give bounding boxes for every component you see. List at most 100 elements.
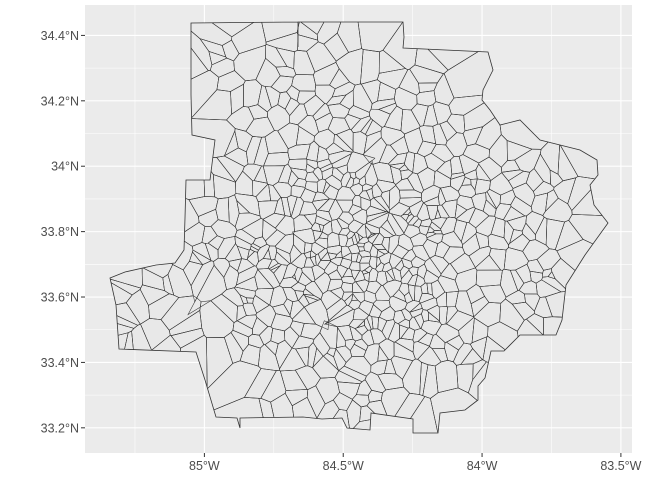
tract-boundary (303, 213, 317, 227)
y-tick-label: 33.4°N (41, 356, 79, 370)
tract-boundary (475, 231, 490, 249)
tract-boundary (458, 154, 480, 175)
tract-boundary (216, 70, 246, 92)
tract-boundary (365, 280, 382, 295)
tract-boundary (347, 243, 361, 255)
tract-boundary (321, 166, 334, 180)
x-tick-label: 83.5°W (600, 459, 641, 473)
tract-boundary (275, 66, 297, 78)
tract-boundary (422, 238, 439, 259)
tract-boundary (345, 176, 355, 189)
tract-boundary (533, 153, 551, 185)
tract-boundary (369, 328, 387, 345)
tract-boundary (301, 266, 316, 282)
tract-boundary (349, 325, 363, 342)
tract-boundary (482, 199, 497, 217)
tract-boundary (402, 358, 422, 395)
tract-boundary (257, 243, 271, 263)
tract-boundary (208, 50, 228, 66)
y-tick-label: 34.2°N (41, 94, 79, 108)
tract-boundary (354, 22, 419, 53)
tract-boundary (311, 242, 326, 255)
tract-boundary (403, 224, 421, 239)
tract-boundary (336, 326, 346, 349)
tract-boundary (129, 334, 181, 433)
tract-boundary (396, 396, 445, 433)
tract-boundary (515, 263, 532, 284)
tract-boundary (221, 287, 244, 307)
tract-boundary (231, 22, 267, 55)
tract-boundary (253, 165, 268, 184)
tract-boundary (355, 252, 363, 264)
tract-boundary (148, 293, 180, 320)
tract-boundary (274, 251, 291, 266)
tract-boundary (366, 211, 390, 223)
tract-boundary (248, 333, 265, 349)
tract-boundary (506, 215, 527, 232)
y-tick-label: 33.2°N (41, 421, 79, 435)
tract-boundary (233, 44, 266, 82)
tract-boundary (486, 188, 501, 210)
tract-boundary (433, 170, 451, 189)
tract-boundary (509, 269, 525, 291)
tract-boundary (458, 317, 475, 345)
tract-boundary (217, 236, 236, 259)
tract-boundary (236, 265, 258, 286)
tract-boundary (216, 155, 245, 183)
tract-boundary (456, 363, 474, 394)
tract-boundary (529, 270, 543, 284)
tract-boundary (362, 137, 387, 165)
tract-boundary (303, 94, 326, 117)
tract-boundary (388, 234, 400, 254)
tract-boundary (384, 358, 397, 375)
tract-boundary (331, 167, 344, 182)
tract-boundary (350, 269, 361, 281)
region-layer (109, 21, 609, 434)
tract-boundary (382, 279, 403, 298)
tract-boundary (455, 206, 476, 223)
tract-boundary (289, 320, 305, 337)
tract-boundary (425, 231, 437, 239)
tract-boundary (296, 22, 319, 41)
tract-boundary (264, 86, 281, 109)
tract-boundary (317, 198, 336, 213)
tract-boundary (462, 233, 481, 257)
tract-boundary (190, 260, 215, 303)
tract-boundary (370, 232, 376, 235)
y-tick-label: 34.4°N (41, 29, 79, 43)
tract-boundary (236, 314, 258, 330)
tract-boundary (333, 348, 347, 372)
tract-boundary (501, 159, 521, 173)
tract-boundary (327, 252, 338, 261)
tract-boundary (274, 215, 295, 236)
tract-boundary (387, 152, 408, 166)
x-tick-label: 85°W (189, 459, 220, 473)
tract-boundary (441, 231, 463, 248)
region-outline (109, 21, 609, 434)
tract-boundary (364, 222, 380, 234)
tract-boundary (358, 190, 371, 201)
tract-boundary (402, 207, 411, 216)
tract-boundary (131, 323, 152, 405)
tract-boundary (338, 234, 349, 247)
tract-boundary (335, 186, 356, 201)
tract-boundary (289, 300, 305, 320)
x-tick-label: 84°W (467, 459, 498, 473)
tract-boundary (342, 252, 353, 261)
tract-boundary (199, 300, 235, 338)
tract-boundary (545, 189, 559, 212)
tract-boundary (329, 287, 345, 300)
tract-boundary (303, 298, 329, 331)
tract-boundary (399, 189, 422, 199)
tract-boundary (444, 341, 459, 363)
tract-boundary (315, 377, 340, 405)
tract-boundary (322, 181, 331, 194)
tract-boundary (287, 158, 308, 171)
tract-boundary (437, 275, 460, 293)
tract-boundary (249, 245, 259, 253)
tract-boundary (269, 285, 288, 308)
tract-boundary (317, 158, 332, 170)
tract-boundary (388, 185, 401, 211)
y-tick-label: 33.6°N (41, 291, 79, 305)
